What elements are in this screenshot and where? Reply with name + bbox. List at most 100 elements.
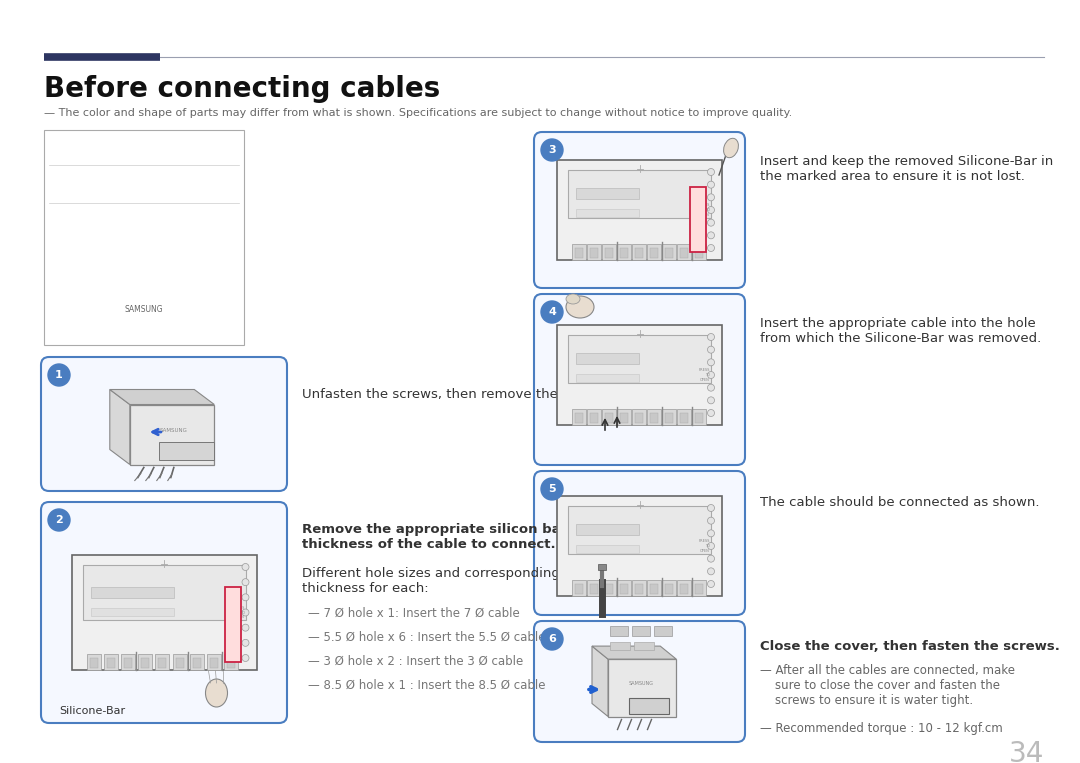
Bar (80, 208, 92, 234)
Bar (620, 413, 627, 423)
Bar (576, 353, 639, 364)
Bar (696, 248, 703, 258)
Bar (107, 658, 114, 668)
Circle shape (707, 555, 715, 562)
Circle shape (242, 578, 249, 586)
Bar (632, 626, 650, 636)
FancyBboxPatch shape (534, 471, 745, 615)
FancyBboxPatch shape (534, 132, 745, 288)
Bar (140, 208, 152, 234)
Bar (654, 626, 672, 636)
Circle shape (707, 359, 715, 365)
Text: Silicone-Bar: Silicone-Bar (59, 706, 125, 716)
Bar (67, 170, 79, 196)
Circle shape (707, 207, 715, 214)
FancyBboxPatch shape (534, 294, 745, 465)
Bar (125, 317, 163, 333)
Circle shape (48, 364, 70, 386)
Bar (131, 318, 157, 329)
Text: — The color and shape of parts may differ from what is shown. Specifications are: — The color and shape of parts may diffe… (44, 108, 793, 118)
Bar (677, 580, 691, 596)
Bar (588, 409, 600, 425)
Bar (70, 143, 80, 156)
Text: Unfasten the screws, then remove the cover.: Unfasten the screws, then remove the cov… (302, 388, 603, 401)
Bar (610, 626, 627, 636)
Bar (692, 580, 706, 596)
Bar (557, 325, 723, 425)
Bar (568, 170, 711, 218)
Bar (608, 659, 676, 716)
Text: 5: 5 (549, 484, 556, 494)
Bar (575, 248, 583, 258)
Ellipse shape (724, 138, 739, 158)
Text: PRESS
TO
OPEN: PRESS TO OPEN (699, 369, 710, 382)
Bar (662, 409, 676, 425)
Bar (576, 209, 639, 217)
Text: PRESS
TO
OPEN: PRESS TO OPEN (699, 539, 710, 552)
FancyBboxPatch shape (41, 502, 287, 723)
Text: 6: 6 (548, 634, 556, 644)
Bar (696, 413, 703, 423)
Bar (127, 246, 139, 272)
Bar (632, 409, 646, 425)
Ellipse shape (566, 296, 594, 318)
Bar (598, 564, 606, 570)
Circle shape (541, 139, 563, 161)
Bar (662, 580, 676, 596)
Bar (572, 580, 586, 596)
Circle shape (242, 594, 249, 600)
Bar (124, 658, 132, 668)
Bar (629, 697, 669, 713)
Bar (225, 588, 241, 662)
Bar (54, 246, 66, 272)
Circle shape (707, 542, 715, 549)
Bar (610, 642, 630, 650)
Bar (680, 413, 688, 423)
Bar (227, 658, 235, 668)
Bar (67, 208, 79, 234)
Bar (568, 335, 711, 383)
Bar (170, 143, 180, 156)
Circle shape (707, 568, 715, 575)
Bar (665, 413, 673, 423)
Bar (187, 208, 199, 234)
Bar (114, 246, 126, 272)
Bar (602, 580, 616, 596)
Bar (138, 654, 152, 670)
Bar (140, 170, 152, 196)
FancyBboxPatch shape (41, 357, 287, 491)
Circle shape (242, 564, 249, 571)
Bar (104, 654, 118, 670)
Bar (590, 413, 598, 423)
Bar (176, 658, 184, 668)
Bar (210, 658, 218, 668)
Text: — 5.5 Ø hole x 6 : Insert the 5.5 Ø cable: — 5.5 Ø hole x 6 : Insert the 5.5 Ø cabl… (308, 631, 545, 644)
Circle shape (707, 581, 715, 588)
Bar (635, 248, 643, 258)
Text: Different hole sizes and corresponding cable
thickness for each:: Different hole sizes and corresponding c… (302, 567, 600, 595)
Bar (605, 584, 613, 594)
Bar (650, 248, 658, 258)
Bar (114, 332, 162, 340)
Bar (617, 244, 631, 260)
Bar (632, 244, 646, 260)
Bar (620, 248, 627, 258)
Bar (568, 506, 711, 554)
Bar (187, 170, 199, 196)
Bar (184, 143, 194, 156)
Bar (173, 654, 187, 670)
Bar (174, 170, 186, 196)
Bar (677, 244, 691, 260)
Bar (665, 584, 673, 594)
Bar (156, 654, 170, 670)
Ellipse shape (205, 679, 228, 707)
Circle shape (707, 530, 715, 537)
Text: — Recommended torque : 10 - 12 kgf.cm: — Recommended torque : 10 - 12 kgf.cm (760, 722, 1002, 735)
Circle shape (707, 333, 715, 340)
Ellipse shape (566, 294, 580, 304)
Bar (80, 246, 92, 272)
Text: 1: 1 (55, 370, 63, 380)
Text: — 3 Ø hole x 2 : Insert the 3 Ø cable: — 3 Ø hole x 2 : Insert the 3 Ø cable (308, 655, 523, 668)
Bar (677, 409, 691, 425)
Bar (650, 413, 658, 423)
